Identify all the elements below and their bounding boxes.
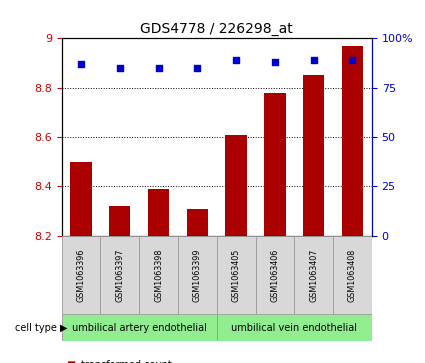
Title: GDS4778 / 226298_at: GDS4778 / 226298_at	[140, 22, 293, 36]
Bar	[217, 314, 372, 341]
Text: GSM1063405: GSM1063405	[232, 248, 241, 302]
Point	[194, 65, 201, 71]
Bar	[255, 236, 294, 314]
Text: ■: ■	[66, 360, 75, 363]
Point	[310, 57, 317, 63]
Bar	[187, 209, 208, 236]
Bar	[217, 236, 255, 314]
Bar	[333, 236, 372, 314]
Point	[233, 57, 240, 63]
Text: GSM1063408: GSM1063408	[348, 248, 357, 302]
Bar	[62, 236, 100, 314]
Bar	[264, 93, 286, 236]
Bar	[139, 236, 178, 314]
Text: cell type: cell type	[15, 323, 57, 333]
Point	[349, 57, 356, 63]
Bar	[303, 75, 324, 236]
Point	[155, 65, 162, 71]
Bar	[342, 45, 363, 236]
Bar	[100, 236, 139, 314]
Text: transformed count: transformed count	[81, 360, 172, 363]
Bar	[226, 135, 247, 236]
Bar	[62, 314, 217, 341]
Bar	[109, 206, 130, 236]
Text: umbilical artery endothelial: umbilical artery endothelial	[72, 323, 207, 333]
Text: GSM1063398: GSM1063398	[154, 248, 163, 302]
Point	[78, 61, 85, 67]
Point	[272, 59, 278, 65]
Text: GSM1063396: GSM1063396	[76, 248, 85, 302]
Text: ▶: ▶	[60, 323, 67, 333]
Text: umbilical vein endothelial: umbilical vein endothelial	[231, 323, 357, 333]
Bar	[148, 189, 169, 236]
Bar	[71, 162, 92, 236]
Bar	[178, 236, 217, 314]
Text: GSM1063397: GSM1063397	[115, 248, 124, 302]
Point	[116, 65, 123, 71]
Text: GSM1063399: GSM1063399	[193, 248, 202, 302]
Text: GSM1063407: GSM1063407	[309, 248, 318, 302]
Bar	[294, 236, 333, 314]
Text: GSM1063406: GSM1063406	[270, 248, 279, 302]
